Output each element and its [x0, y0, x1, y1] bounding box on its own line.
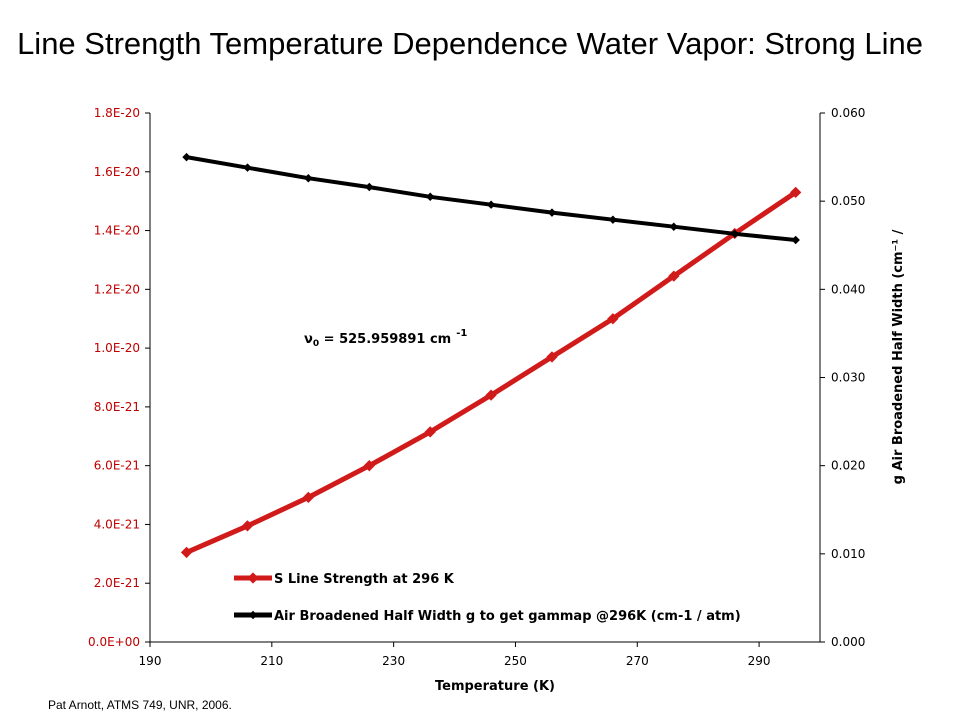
right-tick-label: 0.030 [831, 371, 865, 385]
data-point [791, 235, 800, 245]
series-line-line-strength [185, 190, 797, 555]
annotation-nu: ν [304, 332, 313, 347]
data-point [425, 192, 435, 202]
right-tick-label: 0.040 [831, 282, 865, 296]
legend-item-line-strength: S Line Strength at 296 K [234, 572, 455, 587]
data-point [243, 163, 252, 172]
annotation-sub: 0 [313, 339, 319, 349]
series-line-half-width [186, 155, 796, 242]
right-tick-label: 0.000 [831, 635, 865, 649]
page-title: Line Strength Temperature Dependence Wat… [17, 26, 923, 61]
right-axis-label: g Air Broadened Half Width (cm⁻¹ / [891, 229, 906, 484]
plot-area [149, 113, 821, 643]
data-point [608, 215, 618, 224]
x-tick-label: 230 [382, 654, 405, 668]
legend-label-line-strength: S Line Strength at 296 K [274, 572, 455, 587]
left-tick-label: 1.6E-20 [94, 165, 140, 179]
data-point [668, 270, 680, 282]
x-tick-label: 250 [504, 654, 527, 668]
data-point [180, 546, 193, 559]
right-tick-label: 0.020 [831, 459, 865, 473]
x-axis: 190 210 230 250 270 290 [139, 642, 771, 668]
legend-marker-red [247, 572, 259, 584]
annotation-sup: -1 [456, 328, 467, 339]
x-tick-label: 270 [626, 654, 649, 668]
x-axis-label: Temperature (K) [435, 679, 555, 694]
data-point [363, 460, 375, 472]
left-tick-label: 1.8E-20 [94, 106, 140, 120]
right-axis: 0.000 0.010 0.020 0.030 0.040 0.050 0.060 [820, 106, 865, 649]
left-tick-label: 1.0E-20 [94, 341, 140, 355]
series-layer [180, 152, 802, 559]
data-point [669, 222, 679, 231]
left-tick-label: 0.0E+00 [88, 635, 140, 649]
left-tick-label: 6.0E-21 [94, 459, 140, 473]
right-tick-label: 0.060 [831, 106, 865, 120]
annotation-nu0: ν0 = 525.959891 cm -1 [304, 328, 467, 349]
data-point [182, 152, 191, 162]
legend-item-half-width: Air Broadened Half Width g to get gammap… [234, 609, 741, 624]
left-tick-label: 1.4E-20 [94, 224, 140, 238]
x-tick-label: 190 [139, 654, 162, 668]
x-tick-label: 290 [748, 654, 771, 668]
data-point [486, 200, 496, 209]
data-point [547, 208, 557, 217]
annotation-text: = 525.959891 cm [319, 332, 451, 347]
left-tick-label: 8.0E-21 [94, 400, 140, 414]
left-tick-label: 1.2E-20 [94, 282, 140, 296]
data-point [241, 520, 254, 532]
left-tick-label: 2.0E-21 [94, 576, 140, 590]
left-axis: 0.0E+00 2.0E-21 4.0E-21 6.0E-21 8.0E-21 1.0E-… [88, 106, 150, 649]
footer-credit: Pat Arnott, ATMS 749, UNR, 2006. [48, 698, 232, 712]
data-point [302, 491, 315, 504]
legend-label-half-width: Air Broadened Half Width g to get gammap… [274, 609, 741, 624]
data-point [304, 173, 313, 183]
x-tick-label: 210 [260, 654, 283, 668]
right-tick-label: 0.010 [831, 547, 865, 561]
legend: S Line Strength at 296 K Air Broadened H… [234, 572, 741, 624]
right-tick-label: 0.050 [831, 194, 865, 208]
legend-marker-black [248, 610, 258, 620]
data-point [607, 313, 619, 325]
data-point [546, 351, 558, 363]
data-point [365, 182, 374, 192]
data-point [485, 389, 497, 401]
data-point [730, 229, 739, 239]
left-tick-label: 4.0E-21 [94, 517, 140, 531]
